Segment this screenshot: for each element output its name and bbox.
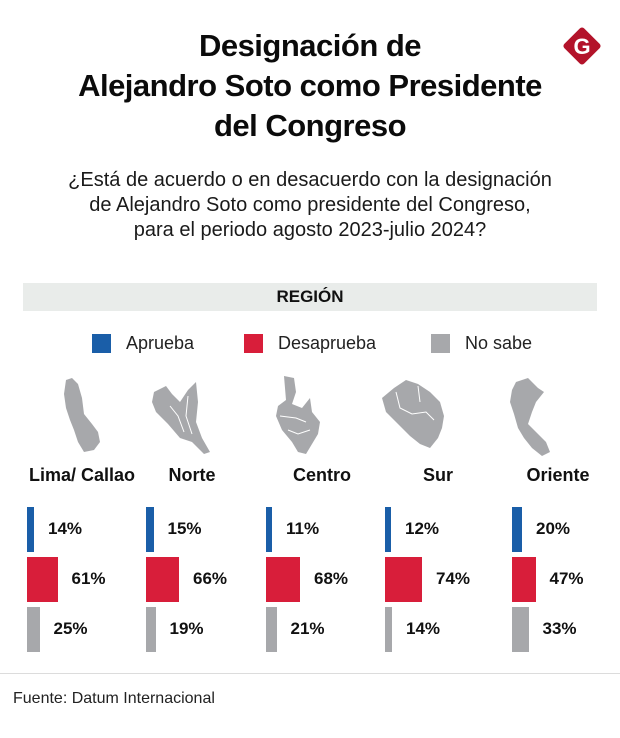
chart-subtitle: ¿Está de acuerdo o en desacuerdo con la … (0, 168, 620, 243)
legend-swatch-aprueba (92, 334, 111, 353)
bar-desaprueba-oriente (512, 557, 536, 602)
value-label-no-sabe-centro: 21% (290, 619, 325, 638)
legend-swatch-no-sabe (431, 334, 450, 353)
subtitle-line-1: ¿Está de acuerdo o en desacuerdo con la … (68, 169, 552, 191)
bar-desaprueba-lima-callao (27, 557, 58, 602)
section-header: REGIÓN (23, 283, 597, 311)
value-label-no-sabe-lima-callao: 25% (53, 619, 88, 638)
value-label-aprueba-sur: 12% (405, 519, 440, 538)
region-oriente: Oriente (498, 372, 618, 662)
title-line-1: Designación de (198, 28, 422, 63)
legend-item-desaprueba: Desaprueba (244, 333, 376, 354)
map-lima-callao-icon (64, 378, 100, 452)
map-norte-icon (152, 382, 210, 454)
value-label-no-sabe-norte: 19% (169, 619, 204, 638)
bar-desaprueba-centro (266, 557, 300, 602)
bar-no-sabe-norte (146, 607, 156, 652)
bar-desaprueba-sur (385, 557, 422, 602)
value-label-desaprueba-norte: 66% (193, 569, 228, 588)
bar-no-sabe-sur (385, 607, 392, 652)
subtitle-line-2: de Alejandro Soto como presidente del Co… (89, 194, 531, 216)
map-centro-icon (276, 376, 320, 454)
legend-label-desaprueba: Desaprueba (278, 333, 377, 353)
legend: Aprueba Desaprueba No sabe (0, 333, 620, 357)
bar-desaprueba-norte (146, 557, 179, 602)
bar-no-sabe-centro (266, 607, 277, 652)
map-oriente-icon (510, 378, 550, 456)
region-lima-callao: Lima/ Callao (20, 372, 140, 662)
bar-aprueba-norte (146, 507, 154, 552)
legend-item-no-sabe: No sabe (431, 333, 532, 354)
divider (0, 673, 620, 674)
chart-title: Designación de Alejandro Soto como Presi… (0, 26, 620, 146)
title-line-3: del Congreso (213, 108, 407, 143)
region-label: Sur (422, 465, 453, 485)
region-label: Oriente (526, 465, 590, 485)
value-label-desaprueba-oriente: 47% (549, 569, 584, 588)
value-label-desaprueba-centro: 68% (314, 569, 349, 588)
value-label-desaprueba-lima-callao: 61% (71, 569, 106, 588)
region-label: Norte (168, 465, 216, 485)
region-label: Centro (293, 465, 351, 485)
value-label-no-sabe-oriente: 33% (542, 619, 577, 638)
subtitle-line-3: para el periodo agosto 2023-julio 2024? (133, 219, 487, 241)
value-label-no-sabe-sur: 14% (406, 619, 441, 638)
map-sur-icon (382, 380, 444, 448)
legend-label-no-sabe: No sabe (465, 333, 533, 353)
value-label-aprueba-oriente: 20% (536, 519, 571, 538)
legend-swatch-desaprueba (244, 334, 263, 353)
region-norte: Norte (140, 372, 260, 662)
bar-aprueba-oriente (512, 507, 522, 552)
legend-item-aprueba: Aprueba (92, 333, 194, 354)
bar-no-sabe-lima-callao (27, 607, 40, 652)
value-label-aprueba-centro: 11% (286, 519, 320, 538)
value-label-aprueba-norte: 15% (167, 519, 202, 538)
value-label-desaprueba-sur: 74% (436, 569, 471, 588)
region-label: Lima/ Callao (28, 465, 136, 485)
bar-no-sabe-oriente (512, 607, 529, 652)
bar-aprueba-lima-callao (27, 507, 34, 552)
source-note: Fuente: Datum Internacional (13, 690, 215, 707)
legend-label-aprueba: Aprueba (126, 333, 195, 353)
brand-logo-icon: G (562, 26, 602, 66)
region-sur: Sur (378, 372, 498, 662)
title-line-2: Alejandro Soto como Presidente (78, 68, 542, 103)
logo-letter: G (573, 34, 590, 59)
bar-aprueba-sur (385, 507, 391, 552)
region-centro: Centro (262, 372, 382, 662)
value-label-aprueba-lima-callao: 14% (48, 519, 83, 538)
bar-aprueba-centro (266, 507, 272, 552)
